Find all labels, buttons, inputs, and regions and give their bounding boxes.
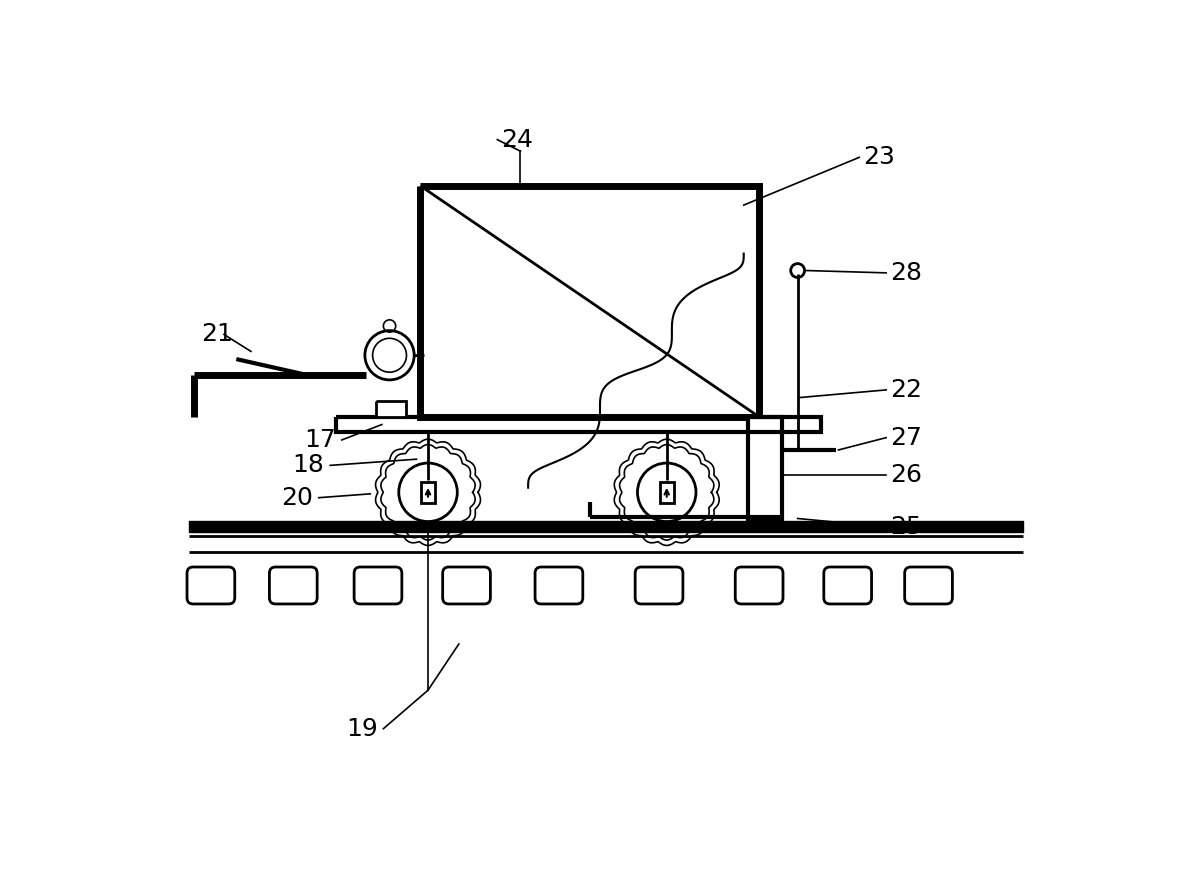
Text: 26: 26 bbox=[890, 463, 922, 486]
FancyBboxPatch shape bbox=[736, 567, 783, 604]
Text: 18: 18 bbox=[292, 453, 324, 478]
FancyBboxPatch shape bbox=[354, 567, 402, 604]
Text: 25: 25 bbox=[890, 515, 922, 539]
Text: 27: 27 bbox=[890, 425, 922, 450]
Text: 20: 20 bbox=[280, 486, 312, 510]
FancyBboxPatch shape bbox=[187, 567, 234, 604]
FancyBboxPatch shape bbox=[442, 567, 491, 604]
Text: 17: 17 bbox=[304, 428, 336, 452]
Text: 23: 23 bbox=[864, 145, 896, 170]
FancyBboxPatch shape bbox=[270, 567, 317, 604]
FancyBboxPatch shape bbox=[635, 567, 683, 604]
FancyBboxPatch shape bbox=[823, 567, 872, 604]
Text: 24: 24 bbox=[502, 128, 534, 151]
FancyBboxPatch shape bbox=[905, 567, 952, 604]
Text: 28: 28 bbox=[890, 261, 922, 285]
Bar bbox=[421, 482, 435, 503]
Text: 19: 19 bbox=[347, 717, 379, 741]
Bar bbox=[660, 482, 673, 503]
Text: 21: 21 bbox=[201, 323, 233, 346]
Text: 22: 22 bbox=[890, 378, 922, 402]
FancyBboxPatch shape bbox=[535, 567, 583, 604]
